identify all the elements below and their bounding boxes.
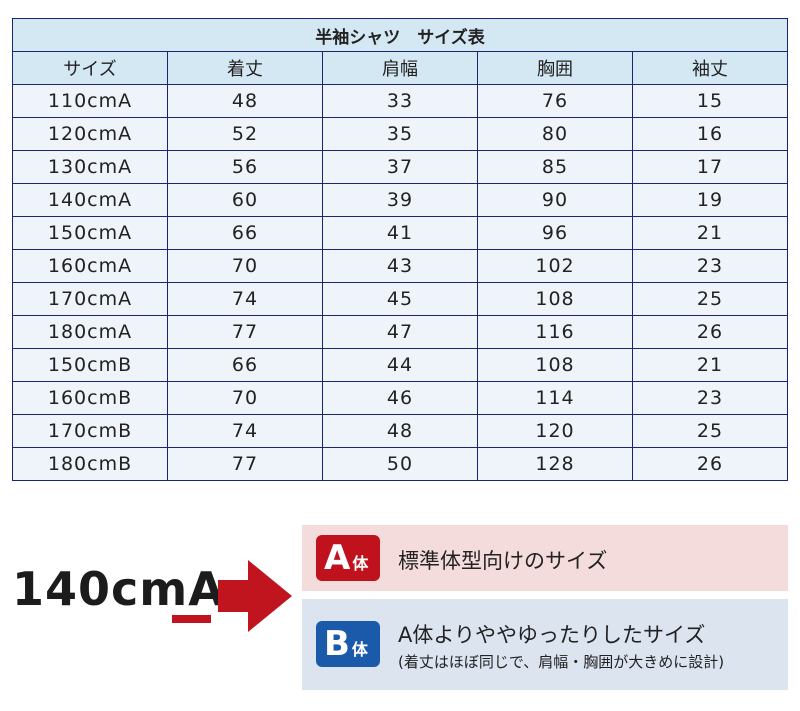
table-cell: 23: [632, 381, 788, 415]
table-cell: 140cmA: [12, 183, 168, 217]
table-row: 140cmA 60 39 90 19: [12, 183, 788, 217]
table-cell: 74: [167, 282, 323, 316]
table-cell: 56: [167, 150, 323, 184]
table-row: 170cmA 74 45 108 25: [12, 282, 788, 316]
arrow-right-icon: [218, 560, 292, 632]
underline-mark: [172, 615, 211, 623]
table-cell: 116: [477, 315, 633, 349]
table-row: 180cmA 77 47 116 26: [12, 315, 788, 349]
table-cell: 48: [322, 414, 478, 448]
table-cell: 120: [477, 414, 633, 448]
table-cell: 180cmA: [12, 315, 168, 349]
table-row: 170cmB 74 48 120 25: [12, 414, 788, 448]
table-cell: 26: [632, 447, 788, 481]
column-header: 肩幅: [322, 51, 478, 85]
table-cell: 90: [477, 183, 633, 217]
table-cell: 66: [167, 348, 323, 382]
table-cell: 46: [322, 381, 478, 415]
table-cell: 15: [632, 84, 788, 118]
table-cell: 170cmB: [12, 414, 168, 448]
table-cell: 35: [322, 117, 478, 151]
table-cell: 26: [632, 315, 788, 349]
size-example-number: 140cm: [12, 562, 189, 616]
table-cell: 25: [632, 282, 788, 316]
table-cell: 45: [322, 282, 478, 316]
table-cell: 39: [322, 183, 478, 217]
size-table: 半袖シャツ サイズ表 サイズ 着丈 肩幅 胸囲 袖丈 110cmA 48 33 76 15 120…: [12, 18, 788, 481]
table-cell: 21: [632, 348, 788, 382]
table-row: 120cmA 52 35 80 16: [12, 117, 788, 151]
table-cell: 160cmB: [12, 381, 168, 415]
table-row: 150cmA 66 41 96 21: [12, 216, 788, 250]
table-cell: 110cmA: [12, 84, 168, 118]
table-cell: 108: [477, 348, 633, 382]
table-cell: 102: [477, 249, 633, 283]
table-cell: 85: [477, 150, 633, 184]
table-cell: 48: [167, 84, 323, 118]
table-cell: 77: [167, 315, 323, 349]
table-cell: 16: [632, 117, 788, 151]
table-row: 110cmA 48 33 76 15: [12, 84, 788, 118]
table-cell: 17: [632, 150, 788, 184]
table-cell: 43: [322, 249, 478, 283]
table-cell: 19: [632, 183, 788, 217]
b-type-note: (着丈はほぼ同じで、肩幅・胸囲が大きめに設計): [398, 653, 725, 671]
table-row: 160cmB 70 46 114 23: [12, 381, 788, 415]
table-cell: 44: [322, 348, 478, 382]
table-cell: 66: [167, 216, 323, 250]
a-type-description: 標準体型向けのサイズ: [398, 549, 608, 573]
table-row: 180cmB 77 50 128 26: [12, 447, 788, 481]
table-cell: 150cmB: [12, 348, 168, 382]
table-cell: 160cmA: [12, 249, 168, 283]
table-row: 150cmB 66 44 108 21: [12, 348, 788, 382]
column-header: 胸囲: [477, 51, 633, 85]
table-cell: 52: [167, 117, 323, 151]
table-row: 130cmA 56 37 85 17: [12, 150, 788, 184]
table-cell: 80: [477, 117, 633, 151]
column-header: サイズ: [12, 51, 168, 85]
size-example-letter: A: [188, 562, 225, 616]
table-cell: 74: [167, 414, 323, 448]
table-cell: 108: [477, 282, 633, 316]
table-cell: 76: [477, 84, 633, 118]
table-cell: 128: [477, 447, 633, 481]
table-cell: 114: [477, 381, 633, 415]
table-cell: 25: [632, 414, 788, 448]
table-cell: 170cmA: [12, 282, 168, 316]
table-cell: 47: [322, 315, 478, 349]
table-cell: 180cmB: [12, 447, 168, 481]
table-cell: 96: [477, 216, 633, 250]
table-cell: 70: [167, 381, 323, 415]
table-cell: 37: [322, 150, 478, 184]
table-cell: 41: [322, 216, 478, 250]
column-header: 着丈: [167, 51, 323, 85]
table-row: 160cmA 70 43 102 23: [12, 249, 788, 283]
size-example: 140cmA: [12, 562, 225, 616]
table-cell: 21: [632, 216, 788, 250]
table-cell: 23: [632, 249, 788, 283]
table-title: 半袖シャツ サイズ表: [12, 18, 788, 52]
table-cell: 33: [322, 84, 478, 118]
table-cell: 130cmA: [12, 150, 168, 184]
table-cell: 77: [167, 447, 323, 481]
b-type-description: A体よりややゆったりしたサイズ: [398, 623, 706, 647]
table-cell: 120cmA: [12, 117, 168, 151]
table-cell: 70: [167, 249, 323, 283]
table-cell: 60: [167, 183, 323, 217]
column-header: 袖丈: [632, 51, 788, 85]
table-cell: 50: [322, 447, 478, 481]
table-cell: 150cmA: [12, 216, 168, 250]
